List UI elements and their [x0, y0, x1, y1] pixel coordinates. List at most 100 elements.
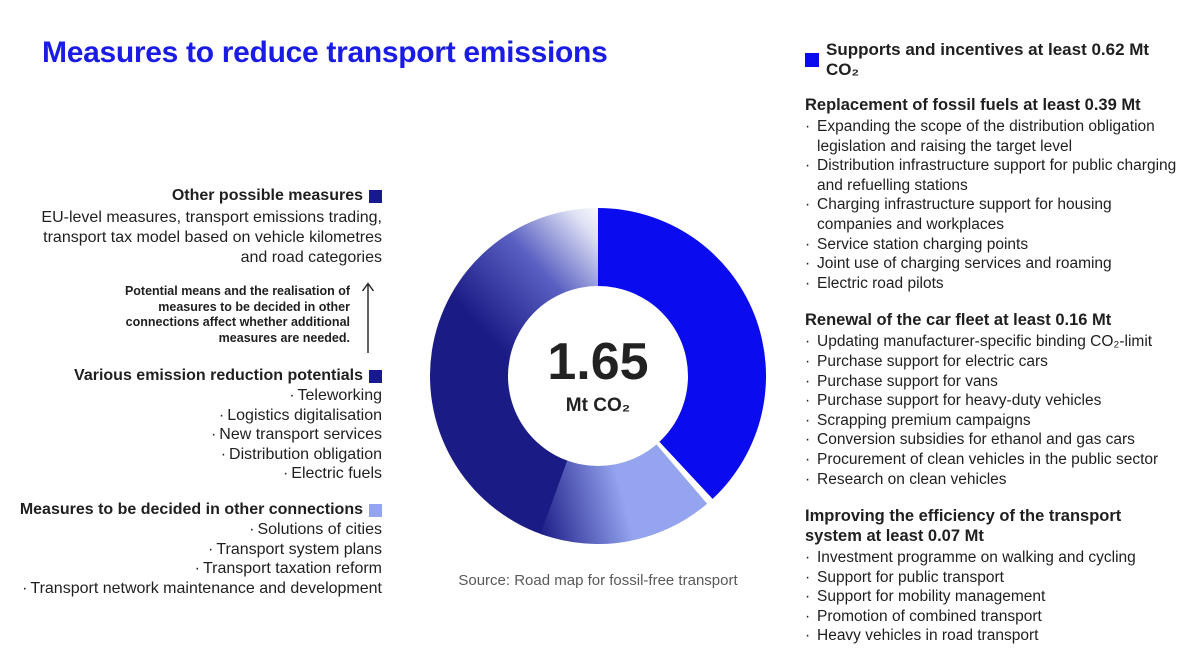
list-item-text: Joint use of charging services and roami…: [817, 255, 1112, 273]
decided-other-connections-block: Measures to be decided in other connecti…: [15, 500, 382, 598]
bullet-dot: ·: [805, 549, 811, 567]
section-heading: Replacement of fossil fuels at least 0.3…: [805, 96, 1141, 114]
bullet-dot: ·: [805, 607, 811, 625]
list-item: · Purchase support for electric cars: [805, 352, 1180, 372]
bullet-dot: ·: [805, 255, 811, 273]
list-item-text: Updating manufacturer-specific binding C…: [817, 333, 1153, 351]
bullet-dot: ·: [805, 392, 811, 410]
bullet-dot: ·: [805, 411, 811, 429]
section-replacement-fossil-fuels: Replacement of fossil fuels at least 0.3…: [805, 95, 1180, 293]
donut-total-value: 1.65: [547, 332, 649, 391]
list-item-text: Service station charging points: [817, 235, 1029, 253]
section-improving-efficiency: Improving the efficiency of the transpor…: [805, 506, 1180, 646]
list-item: · Teleworking: [25, 386, 382, 406]
bullet-dot: ·: [210, 426, 217, 443]
various-potentials-block: Various emission reduction potentials · T…: [25, 366, 382, 484]
list-item: · Scrapping premium campaigns: [805, 411, 1180, 431]
list-item: · Service station charging points: [805, 235, 1180, 255]
list-item: · Electric road pilots: [805, 274, 1180, 294]
bullet-dot: ·: [805, 450, 811, 468]
bullet-dot: ·: [805, 568, 811, 586]
list-item-text: Investment programme on walking and cycl…: [817, 549, 1136, 567]
list-item-text: Research on clean vehicles: [817, 470, 1007, 488]
bullet-dot: ·: [194, 560, 200, 577]
list-item: · Support for mobility management: [805, 587, 1180, 607]
various-potentials-heading: Various emission reduction potentials: [74, 367, 363, 384]
list-item: · Distribution obligation: [25, 445, 382, 465]
bullet-dot: ·: [289, 387, 295, 404]
list-item: · Charging infrastructure support for hou…: [805, 195, 1180, 234]
list-item: · Investment programme on walking and cyc…: [805, 548, 1180, 568]
section-heading: Renewal of the car fleet at least 0.16 M…: [805, 311, 1112, 330]
list-item: · Promotion of combined transport: [805, 607, 1180, 627]
list-item: · Transport system plans: [15, 540, 382, 560]
bullet-dot: ·: [805, 470, 811, 488]
list-item: · Logistics digitalisation: [25, 406, 382, 426]
up-arrow-icon: [361, 282, 375, 353]
list-item: · Heavy vehicles in road transport: [805, 626, 1180, 646]
section-renewal-car-fleet: Renewal of the car fleet at least 0.16 M…: [805, 310, 1180, 489]
list-item: · Updating manufacturer-specific binding …: [805, 332, 1180, 352]
other-possible-measures-block: Other possible measures EU-level measure…: [25, 186, 382, 268]
supports-incentives-header-row: Supports and incentives at least 0.62 Mt…: [805, 40, 1180, 80]
list-item: · Electric fuels: [25, 464, 382, 484]
list-item: · Distribution infrastructure support for…: [805, 156, 1180, 195]
bullet-dot: ·: [805, 118, 811, 135]
bullet-dot: ·: [218, 406, 225, 424]
bullet-dot: ·: [805, 352, 811, 370]
list-item: · Transport taxation reform: [15, 559, 382, 579]
list-item: · Purchase support for heavy-duty vehicle…: [805, 391, 1180, 411]
navy-square-marker: [369, 369, 382, 383]
bullet-dot: ·: [805, 627, 811, 645]
list-item-text: Procurement of clean vehicles in the pub…: [817, 450, 1159, 468]
list-item: · Expanding the scope of the distribution…: [805, 117, 1180, 156]
list-item: · Conversion subsidies for ethanol and ga…: [805, 430, 1180, 450]
decided-other-connections-list: · Solutions of cities · Transport system pl…: [15, 520, 382, 598]
list-item-text: Expanding the scope of the distribution …: [817, 118, 1155, 155]
list-item-text: Electric road pilots: [817, 274, 944, 292]
list-item: · Transport network maintenance and devel…: [15, 579, 382, 599]
list-item-text: Charging infrastructure support for hous…: [817, 196, 1112, 233]
other-possible-measures-heading-row: Other possible measures: [25, 186, 382, 206]
list-item: · Solutions of cities: [15, 520, 382, 540]
section-list: · Investment programme on walking and cyc…: [805, 548, 1180, 646]
list-item-text: Purchase support for electric cars: [817, 352, 1048, 370]
various-potentials-list: · Teleworking · Logistics digitalisation · Ne…: [25, 386, 382, 484]
navy-square-marker: [369, 189, 382, 203]
list-item-text: Transport taxation reform: [202, 560, 382, 577]
list-item-text: Heavy vehicles in road transport: [817, 627, 1039, 645]
list-item: · Procurement of clean vehicles in the pu…: [805, 450, 1180, 470]
list-item-text: Solutions of cities: [257, 521, 382, 538]
bullet-dot: ·: [22, 579, 28, 597]
list-item-text: Transport system plans: [216, 540, 382, 558]
bullet-dot: ·: [282, 465, 289, 482]
donut-chart: [430, 208, 766, 544]
list-item: · Purchase support for vans: [805, 372, 1180, 392]
list-item-text: New transport services: [219, 426, 382, 443]
list-item-text: Support for mobility management: [817, 588, 1046, 606]
bullet-dot: ·: [805, 588, 811, 606]
bright-blue-square-marker: [805, 53, 819, 67]
bullet-dot: ·: [207, 540, 214, 558]
list-item-text: Teleworking: [297, 387, 382, 404]
supports-incentives-header: Supports and incentives at least 0.62 Mt…: [826, 40, 1150, 79]
various-potentials-heading-row: Various emission reduction potentials: [25, 366, 382, 386]
list-item: · Support for public transport: [805, 568, 1180, 588]
section-list: · Expanding the scope of the distribution…: [805, 117, 1180, 293]
list-item-text: Logistics digitalisation: [227, 406, 382, 424]
bullet-dot: ·: [805, 431, 811, 449]
list-item-text: Transport network maintenance and develo…: [30, 579, 382, 597]
right-column: Supports and incentives at least 0.62 Mt…: [805, 40, 1180, 663]
other-possible-measures-body: EU-level measures, transport emissions t…: [41, 209, 382, 266]
list-item-text: Support for public transport: [817, 568, 1004, 586]
note-text: Potential means and the realisation of m…: [124, 284, 350, 345]
list-item: · Joint use of charging services and roam…: [805, 254, 1180, 274]
decided-other-connections-heading: Measures to be decided in other connecti…: [19, 501, 363, 518]
light-blue-square-marker: [369, 503, 382, 517]
donut-hole: [508, 286, 688, 466]
bullet-dot: ·: [805, 157, 811, 175]
list-item: · New transport services: [25, 425, 382, 445]
donut-center-label: 1.65 Mt CO₂: [430, 208, 766, 544]
bullet-dot: ·: [805, 372, 811, 390]
page-title: Measures to reduce transport emissions: [42, 36, 608, 69]
